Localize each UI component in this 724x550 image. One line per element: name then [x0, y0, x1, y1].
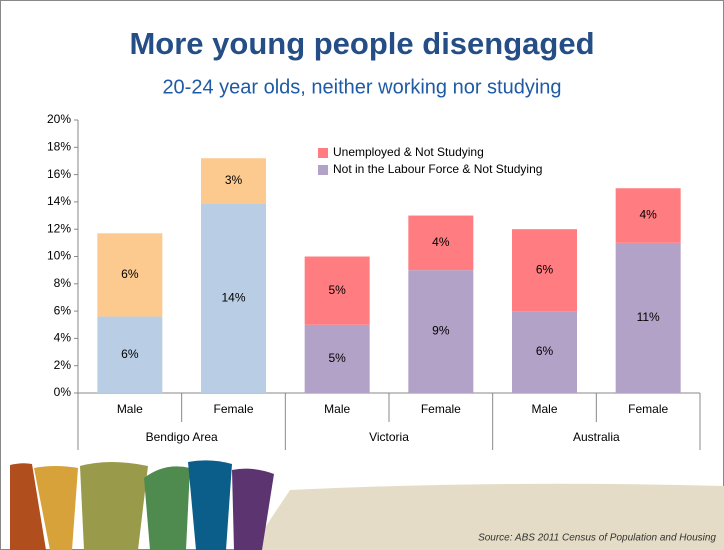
y-tick-label: 10%	[47, 249, 71, 263]
y-tick-label: 4%	[54, 331, 72, 345]
decor	[144, 466, 190, 550]
bar-segment	[201, 203, 266, 393]
x-tick-label: Female	[421, 402, 461, 416]
value-label: 11%	[637, 310, 660, 324]
decor	[232, 468, 274, 550]
bar-segment	[201, 158, 266, 204]
value-label: 3%	[225, 173, 243, 187]
decor-band	[250, 483, 724, 550]
legend-swatch	[318, 165, 328, 175]
y-tick-label: 6%	[54, 303, 72, 317]
legend-swatch	[318, 148, 328, 158]
value-label: 6%	[536, 262, 554, 276]
legend-label: Unemployed & Not Studying	[333, 145, 484, 159]
decor	[80, 462, 148, 550]
value-label: 6%	[536, 344, 554, 358]
value-label: 5%	[328, 283, 346, 297]
x-tick-label: Female	[628, 402, 668, 416]
bar-segment	[512, 229, 577, 312]
y-tick-label: 0%	[54, 385, 72, 399]
value-label: 14%	[221, 290, 245, 304]
chart-subtitle: 20-24 year olds, neither working nor stu…	[162, 76, 561, 98]
value-label: 4%	[432, 235, 450, 249]
bar-segment	[304, 256, 370, 325]
decor	[10, 463, 46, 550]
bar-segment	[408, 270, 474, 393]
y-tick-label: 14%	[47, 194, 71, 208]
x-tick-label: Male	[531, 402, 557, 416]
y-tick-label: 16%	[47, 167, 71, 181]
decor	[34, 466, 78, 550]
x-tick-label: Male	[324, 402, 350, 416]
group-label: Bendigo Area	[146, 430, 218, 444]
source-note: Source: ABS 2011 Census of Population an…	[478, 533, 716, 544]
decor	[188, 460, 232, 550]
value-label: 6%	[121, 347, 139, 361]
chart-title: More young people disengaged	[129, 26, 594, 61]
y-tick-label: 8%	[54, 276, 72, 290]
bar-segment	[97, 316, 163, 393]
group-label: Victoria	[369, 430, 409, 444]
bar-segment	[304, 324, 370, 393]
value-label: 4%	[639, 208, 657, 222]
legend-label: Not in the Labour Force & Not Studying	[333, 162, 542, 176]
bar-segment	[615, 188, 681, 243]
bar-segment	[615, 242, 681, 393]
value-label: 9%	[432, 324, 450, 338]
y-tick-label: 12%	[47, 221, 71, 235]
y-tick-label: 2%	[54, 358, 72, 372]
x-tick-label: Male	[117, 402, 143, 416]
value-label: 5%	[328, 351, 346, 365]
x-tick-label: Female	[213, 402, 253, 416]
y-tick-label: 18%	[47, 139, 71, 153]
bar-segment	[408, 215, 474, 271]
bar-segment	[512, 311, 577, 393]
value-label: 6%	[121, 267, 139, 281]
group-label: Australia	[573, 430, 620, 444]
bar-segment	[97, 233, 163, 317]
y-tick-label: 20%	[47, 112, 71, 126]
